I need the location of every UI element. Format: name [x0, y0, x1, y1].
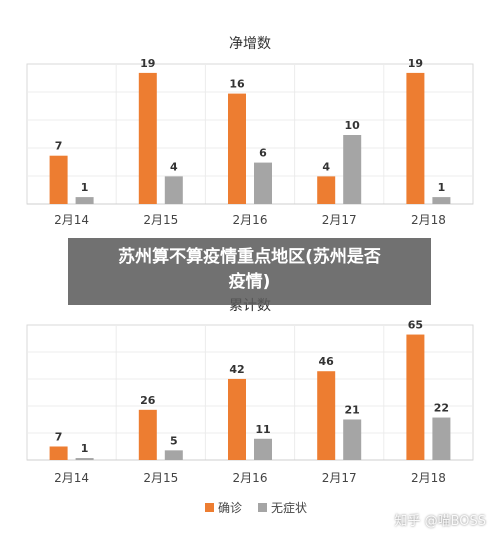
- data-label: 19: [140, 57, 155, 70]
- bar-无症状-2月15: [164, 176, 183, 204]
- data-label: 65: [408, 319, 423, 332]
- data-label: 10: [345, 119, 361, 132]
- bar-无症状-2月17: [343, 419, 362, 460]
- bar-确诊-2月16: [228, 378, 246, 460]
- data-label: 46: [319, 355, 335, 368]
- data-label: 1: [81, 442, 89, 455]
- data-label: 7: [55, 140, 63, 153]
- tick-label: 2月18: [411, 471, 446, 485]
- data-label: 4: [170, 160, 178, 173]
- data-label: 1: [81, 181, 89, 194]
- headline-overlay: 苏州算不算疫情重点地区(苏州是否 疫情): [68, 238, 431, 305]
- tick-label: 2月15: [143, 213, 178, 227]
- bar-无症状-2月14: [75, 197, 94, 204]
- tick-label: 2月14: [54, 471, 89, 485]
- data-label: 7: [55, 430, 63, 443]
- tick-label: 2月17: [322, 471, 357, 485]
- tick-label: 2月17: [322, 213, 357, 227]
- data-label: 1: [438, 181, 446, 194]
- data-label: 22: [434, 402, 449, 415]
- legend-swatch: [258, 503, 267, 512]
- legend-label: 确诊: [218, 501, 242, 515]
- bar-无症状-2月16: [254, 438, 272, 460]
- tick-label: 2月14: [54, 213, 89, 227]
- bar-无症状-2月18: [432, 197, 451, 204]
- data-label: 4: [322, 160, 330, 173]
- data-label: 6: [259, 147, 267, 160]
- plot-area-2: [26, 324, 474, 461]
- bar-确诊-2月17: [317, 176, 336, 204]
- tick-label: 2月16: [233, 471, 268, 485]
- bar-无症状-2月16: [254, 162, 272, 204]
- tick-label: 2月15: [143, 471, 178, 485]
- data-label: 16: [229, 78, 245, 91]
- legend-label: 无症状: [271, 500, 307, 515]
- bar-确诊-2月18: [406, 334, 425, 460]
- data-label: 5: [170, 434, 178, 447]
- tick-label: 2月16: [233, 213, 268, 227]
- tick-label: 2月18: [411, 213, 446, 227]
- data-label: 11: [255, 423, 270, 436]
- bar-确诊-2月15: [138, 409, 157, 460]
- bar-无症状-2月18: [432, 417, 451, 460]
- headline-line-2: 疫情): [228, 272, 271, 292]
- plot-area-1: [26, 63, 474, 205]
- bar-无症状-2月17: [343, 135, 362, 204]
- bar-确诊-2月17: [317, 371, 336, 460]
- bar-确诊-2月16: [228, 93, 246, 204]
- chart-title: 净增数: [229, 36, 271, 52]
- bar-确诊-2月14: [49, 155, 68, 204]
- watermark-text: 知乎 @喵BOSS: [394, 514, 486, 529]
- legend-swatch: [205, 503, 214, 512]
- data-label: 42: [229, 363, 244, 376]
- data-label: 19: [408, 57, 423, 70]
- data-label: 21: [345, 403, 360, 416]
- bar-确诊-2月14: [49, 446, 68, 460]
- headline-line-1: 苏州算不算疫情重点地区(苏州是否: [118, 247, 381, 267]
- bar-确诊-2月15: [138, 72, 157, 205]
- data-label: 26: [140, 394, 156, 407]
- bar-确诊-2月18: [406, 72, 425, 205]
- bar-无症状-2月15: [164, 450, 183, 460]
- bar-无症状-2月14: [75, 458, 94, 460]
